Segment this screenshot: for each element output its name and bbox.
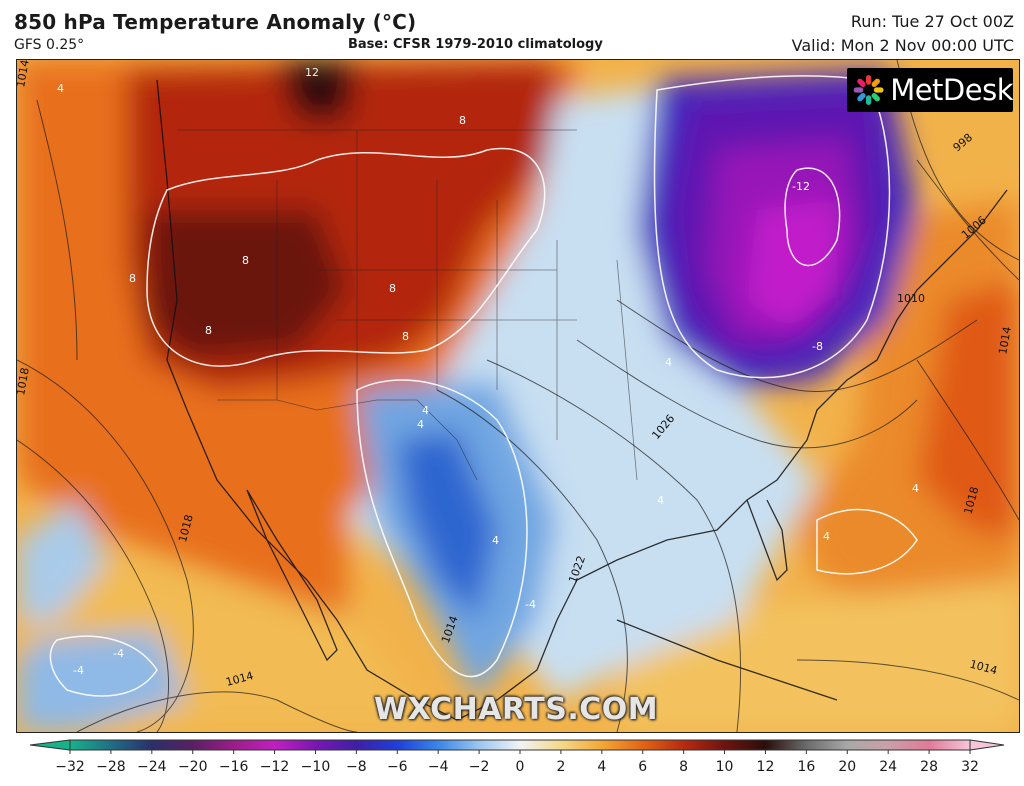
valid-time-label: Valid: Mon 2 Nov 00:00 UTC bbox=[791, 36, 1014, 55]
logo-text: MetDesk bbox=[890, 73, 1013, 107]
anomaly-label: -12 bbox=[792, 180, 810, 193]
colorbar-tick-label: −6 bbox=[386, 759, 408, 775]
coastlines bbox=[156, 79, 1008, 721]
anomaly-label: -8 bbox=[812, 340, 823, 353]
colorbar-tick-label: −20 bbox=[177, 759, 208, 775]
anomaly-label: 4 bbox=[417, 418, 424, 431]
map-canvas: 1014 1018 1018 1014 1022 1026 1010 1014 … bbox=[17, 60, 1019, 732]
anomaly-label: 8 bbox=[389, 282, 396, 295]
colorbar-tick-label: 16 bbox=[797, 759, 816, 775]
metdesk-logo-icon bbox=[853, 75, 884, 105]
colorbar-tick-label: −4 bbox=[427, 759, 449, 775]
chart-title: 850 hPa Temperature Anomaly (°C) bbox=[14, 10, 417, 34]
anomaly-label: -4 bbox=[525, 598, 536, 611]
colorbar-gradient bbox=[69, 739, 971, 751]
anomaly-label: 8 bbox=[205, 324, 212, 337]
colorbar-tick-label: 28 bbox=[920, 759, 938, 775]
run-time-label: Run: Tue 27 Oct 00Z bbox=[850, 12, 1014, 31]
colorbar-tick-label: −2 bbox=[468, 759, 490, 775]
anomaly-label: 4 bbox=[665, 356, 672, 369]
colorbar-tick-label: −28 bbox=[96, 759, 126, 775]
anomaly-label: 4 bbox=[422, 404, 429, 417]
colorbar-tick-label: 32 bbox=[961, 759, 979, 775]
metdesk-logo: MetDesk bbox=[847, 68, 1013, 112]
isobars bbox=[17, 60, 1019, 732]
anomaly-label: 4 bbox=[492, 534, 499, 547]
isobar-label: 1014 bbox=[996, 326, 1014, 356]
anomaly-label: -4 bbox=[113, 647, 124, 660]
anomaly-label: 4 bbox=[657, 494, 664, 507]
colorbar bbox=[29, 739, 1005, 754]
colorbar-tick-label: −10 bbox=[300, 759, 331, 775]
watermark: WXCHARTS.COM bbox=[374, 692, 659, 727]
anomaly-labels: 12 8 8 8 8 8 8 4 4 4 -12 -8 4 4 -4 -4 -4… bbox=[57, 66, 919, 677]
colorbar-tick-label: 6 bbox=[638, 759, 648, 775]
anomaly-label: 8 bbox=[402, 330, 409, 343]
colorbar-tick-label: −32 bbox=[55, 759, 85, 775]
colorbar-tick-label: 20 bbox=[838, 759, 857, 775]
colorbar-tick-label: −8 bbox=[346, 759, 367, 775]
colorbar-tick-label: 10 bbox=[715, 759, 734, 775]
colorbar-tick-label: −24 bbox=[137, 759, 167, 775]
colorbar-tick-label: 0 bbox=[515, 759, 525, 775]
anomaly-label: 4 bbox=[57, 82, 64, 95]
anomaly-label: 12 bbox=[305, 66, 319, 79]
colorbar-tick-label: 24 bbox=[879, 759, 898, 775]
colorbar-tick-label: 2 bbox=[556, 759, 566, 775]
colorbar-tick-label: −12 bbox=[259, 759, 290, 775]
colorbar-tick-label: 8 bbox=[679, 759, 689, 775]
anomaly-contours bbox=[49, 75, 918, 697]
anomaly-label: 8 bbox=[242, 254, 249, 267]
anomaly-field bbox=[17, 60, 1019, 732]
anomaly-label: 4 bbox=[823, 530, 830, 543]
anomaly-label: 8 bbox=[129, 272, 136, 285]
anomaly-map: 1014 1018 1018 1014 1022 1026 1010 1014 … bbox=[16, 59, 1020, 733]
colorbar-tick-label: 4 bbox=[597, 759, 607, 775]
isobar-label: 1010 bbox=[897, 292, 925, 305]
anomaly-label: 8 bbox=[459, 114, 466, 127]
colorbar-tick-label: 12 bbox=[756, 759, 775, 775]
base-climatology-label: Base: CFSR 1979-2010 climatology bbox=[348, 37, 603, 52]
colorbar-min-arrow bbox=[29, 739, 71, 751]
isobar-label: 1014 bbox=[17, 60, 32, 88]
isobar-label: 1018 bbox=[17, 367, 32, 397]
anomaly-label: 4 bbox=[912, 482, 919, 495]
anomaly-label: -4 bbox=[73, 664, 84, 677]
model-label: GFS 0.25° bbox=[14, 37, 85, 53]
colorbar-max-arrow bbox=[969, 739, 1005, 751]
borders bbox=[177, 129, 638, 481]
colorbar-tick-label: −16 bbox=[218, 759, 249, 775]
